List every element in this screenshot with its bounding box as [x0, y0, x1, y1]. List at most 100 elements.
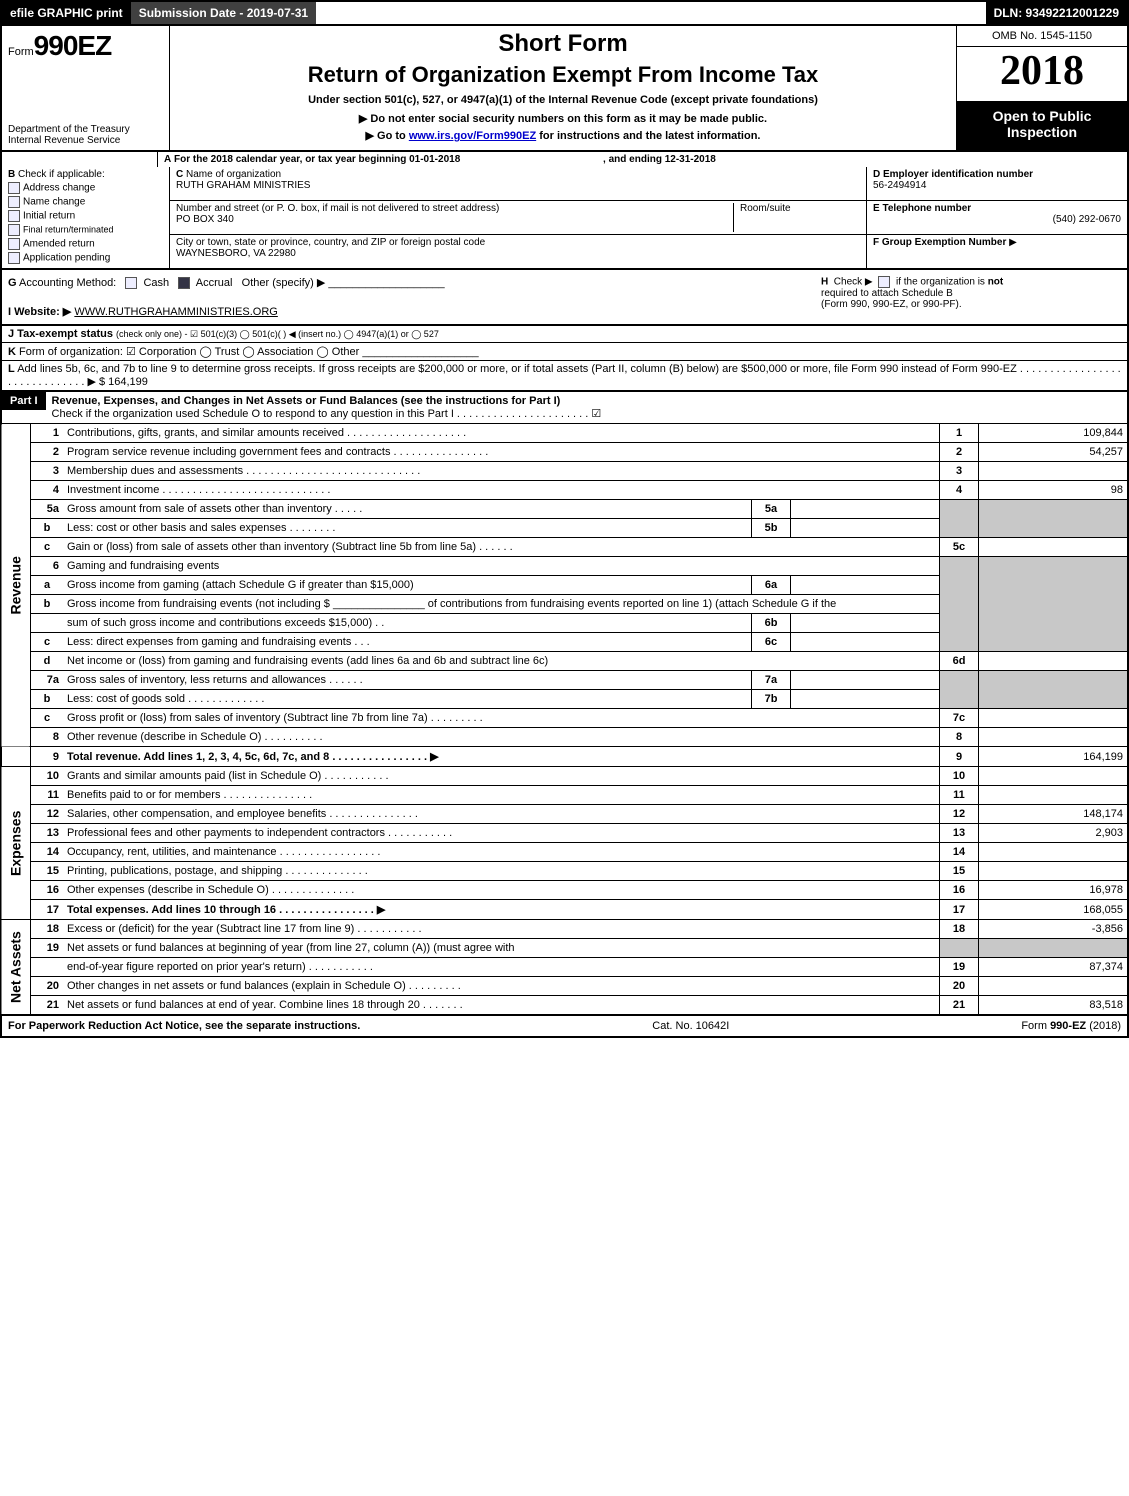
line16-rn: 16 — [940, 881, 979, 900]
line6b-num: b — [31, 595, 64, 614]
form-header: Form990EZ Department of the Treasury Int… — [0, 24, 1129, 152]
line17-num: 17 — [31, 900, 64, 920]
line2-desc: Program service revenue including govern… — [63, 443, 940, 462]
dept-irs: Internal Revenue Service — [8, 135, 163, 146]
line12-rn: 12 — [940, 805, 979, 824]
header-right: OMB No. 1545-1150 2018 Open to Public In… — [956, 26, 1127, 150]
website-url[interactable]: WWW.RUTHGRAHAMMINISTRIES.ORG — [74, 306, 278, 318]
chk-address-change[interactable]: Address change — [8, 182, 163, 194]
other-label: Other (specify) ▶ — [242, 277, 326, 289]
line19b-desc: end-of-year figure reported on prior yea… — [63, 958, 940, 977]
side-netassets: Net Assets — [1, 920, 31, 1015]
line20-num: 20 — [31, 977, 64, 996]
chk-initial-return[interactable]: Initial return — [8, 210, 163, 222]
line19-grey — [940, 939, 979, 958]
line20-rn: 20 — [940, 977, 979, 996]
form-number-big: 990EZ — [34, 30, 112, 61]
line7-grey-val — [979, 671, 1129, 709]
line6b-desc: Gross income from fundraising events (no… — [63, 595, 940, 614]
chk-amended-return[interactable]: Amended return — [8, 238, 163, 250]
dept-treasury: Department of the Treasury — [8, 124, 163, 135]
section-e: E Telephone number (540) 292-0670 — [867, 201, 1127, 235]
line6a-num: a — [31, 576, 64, 595]
line11-rn: 11 — [940, 786, 979, 805]
chk-h[interactable] — [878, 276, 890, 288]
line15-val — [979, 862, 1129, 881]
line15-num: 15 — [31, 862, 64, 881]
line2-num: 2 — [31, 443, 64, 462]
line20-val — [979, 977, 1129, 996]
line18-val: -3,856 — [979, 920, 1129, 939]
line10-num: 10 — [31, 767, 64, 786]
section-j: J Tax-exempt status (check only one) - ☑… — [0, 326, 1129, 343]
goto-post: for instructions and the latest informat… — [536, 130, 760, 142]
line9-num: 9 — [31, 747, 64, 767]
h-text4: (Form 990, 990-EZ, or 990-PF). — [821, 299, 962, 310]
line4-num: 4 — [31, 481, 64, 500]
header-left: Form990EZ Department of the Treasury Int… — [2, 26, 170, 150]
section-i: I Website: ▶ WWW.RUTHGRAHAMMINISTRIES.OR… — [8, 305, 821, 318]
line15-desc: Printing, publications, postage, and shi… — [63, 862, 940, 881]
line21-rn: 21 — [940, 996, 979, 1015]
line5c-num: c — [31, 538, 64, 557]
line-a-ending: , and ending 12-31-2018 — [603, 154, 716, 165]
addr-label: Number and street (or P. O. box, if mail… — [176, 203, 499, 214]
section-h: H Check ▶ if the organization is not req… — [821, 276, 1121, 318]
chk-accrual[interactable] — [178, 277, 190, 289]
line11-desc: Benefits paid to or for members . . . . … — [63, 786, 940, 805]
line18-num: 18 — [31, 920, 64, 939]
top-bar-left: efile GRAPHIC print Submission Date - 20… — [2, 2, 316, 24]
line5b-desc: Less: cost or other basis and sales expe… — [63, 519, 752, 538]
line17-val: 168,055 — [979, 900, 1129, 920]
line13-val: 2,903 — [979, 824, 1129, 843]
return-title: Return of Organization Exempt From Incom… — [180, 62, 946, 88]
line14-num: 14 — [31, 843, 64, 862]
section-g: G Accounting Method: Cash Accrual Other … — [8, 276, 821, 318]
line-a-text: For the 2018 calendar year, or tax year … — [174, 154, 460, 165]
chk-name-change[interactable]: Name change — [8, 196, 163, 208]
accrual-label: Accrual — [196, 277, 233, 289]
line19-grey-val — [979, 939, 1129, 958]
line5a-num: 5a — [31, 500, 64, 519]
line19b-num — [31, 958, 64, 977]
l-text: Add lines 5b, 6c, and 7b to line 9 to de… — [8, 363, 1121, 388]
line3-rn: 3 — [940, 462, 979, 481]
line6c-num: c — [31, 633, 64, 652]
line1-desc: Contributions, gifts, grants, and simila… — [63, 424, 940, 443]
line5a-mv — [791, 500, 940, 519]
room-suite: Room/suite — [733, 203, 860, 232]
line13-num: 13 — [31, 824, 64, 843]
goto-link[interactable]: www.irs.gov/Form990EZ — [409, 130, 536, 142]
line8-val — [979, 728, 1129, 747]
chk-application-pending[interactable]: Application pending — [8, 252, 163, 264]
e-label: E Telephone number — [873, 203, 971, 214]
part1-check: Check if the organization used Schedule … — [52, 408, 602, 420]
chk-cash[interactable] — [125, 277, 137, 289]
line5a-mn: 5a — [752, 500, 791, 519]
line10-desc: Grants and similar amounts paid (list in… — [63, 767, 940, 786]
line16-num: 16 — [31, 881, 64, 900]
j-text: (check only one) - ☑ 501(c)(3) ◯ 501(c)(… — [116, 329, 439, 339]
line2-val: 54,257 — [979, 443, 1129, 462]
org-city-box: City or town, state or province, country… — [170, 235, 866, 268]
line6-grey — [940, 557, 979, 652]
line13-rn: 13 — [940, 824, 979, 843]
g-label: G — [8, 277, 17, 289]
line16-val: 16,978 — [979, 881, 1129, 900]
line6d-rn: 6d — [940, 652, 979, 671]
line4-desc: Investment income . . . . . . . . . . . … — [63, 481, 940, 500]
chk-final-return[interactable]: Final return/terminated — [8, 224, 163, 236]
cash-label: Cash — [143, 277, 169, 289]
line5-grey — [940, 500, 979, 538]
line8-rn: 8 — [940, 728, 979, 747]
i-label: I Website: ▶ — [8, 306, 71, 318]
line13-desc: Professional fees and other payments to … — [63, 824, 940, 843]
line7c-desc: Gross profit or (loss) from sales of inv… — [63, 709, 940, 728]
line16-desc: Other expenses (describe in Schedule O) … — [63, 881, 940, 900]
under-section: Under section 501(c), 527, or 4947(a)(1)… — [180, 94, 946, 106]
line11-val — [979, 786, 1129, 805]
org-address: PO BOX 340 — [176, 214, 234, 225]
side-expenses: Expenses — [1, 767, 31, 920]
c-name-label: Name of organization — [186, 169, 281, 180]
efile-graphic-print[interactable]: efile GRAPHIC print — [2, 2, 131, 24]
